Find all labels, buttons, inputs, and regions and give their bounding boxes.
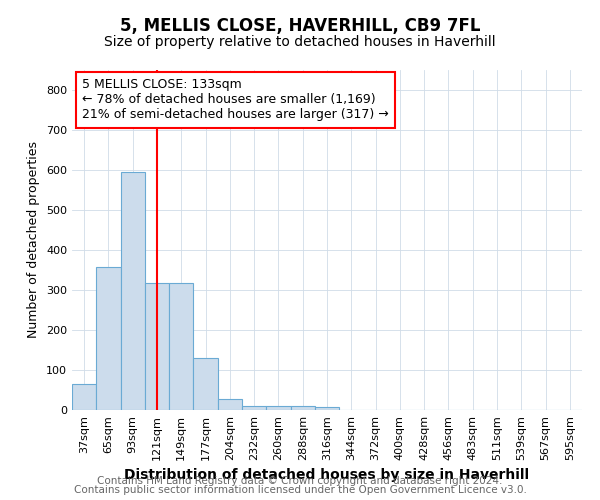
Text: 5 MELLIS CLOSE: 133sqm
← 78% of detached houses are smaller (1,169)
21% of semi-: 5 MELLIS CLOSE: 133sqm ← 78% of detached… (82, 78, 389, 122)
Bar (96, 267, 121, 410)
Bar (121, 172, 145, 410)
X-axis label: Distribution of detached houses by size in Haverhill: Distribution of detached houses by size … (124, 468, 530, 482)
Text: Contains public sector information licensed under the Open Government Licence v3: Contains public sector information licen… (74, 485, 526, 495)
Bar (242, 406, 266, 410)
Bar (193, 358, 218, 410)
Bar (218, 399, 242, 410)
Text: Size of property relative to detached houses in Haverhill: Size of property relative to detached ho… (104, 35, 496, 49)
Text: Contains HM Land Registry data © Crown copyright and database right 2024.: Contains HM Land Registry data © Crown c… (97, 476, 503, 486)
Bar (290, 406, 315, 410)
Bar (315, 407, 339, 410)
Bar (169, 283, 193, 410)
Y-axis label: Number of detached properties: Number of detached properties (28, 142, 40, 338)
Bar (266, 406, 290, 410)
Bar (72, 384, 96, 410)
Bar (145, 283, 169, 410)
Text: 5, MELLIS CLOSE, HAVERHILL, CB9 7FL: 5, MELLIS CLOSE, HAVERHILL, CB9 7FL (120, 18, 480, 36)
